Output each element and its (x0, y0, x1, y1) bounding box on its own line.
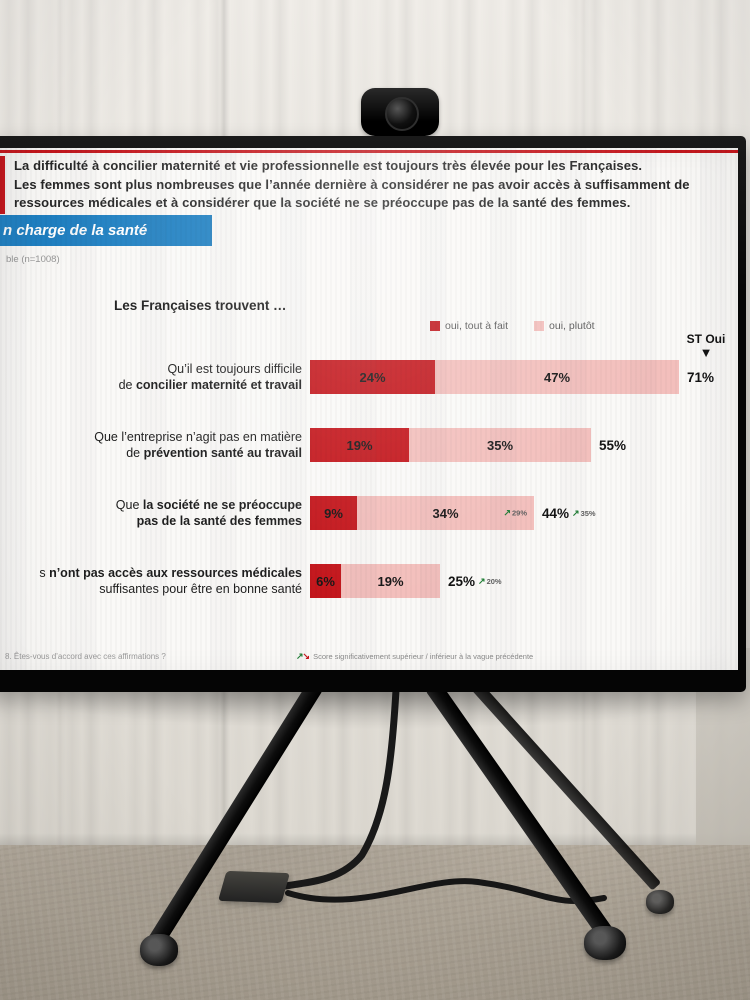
total-significance: ↗35% (572, 507, 596, 518)
legend-swatch-pink (534, 321, 545, 331)
caster-wheel-left (140, 934, 178, 966)
chart-legend: oui, tout à fait oui, plutôt (430, 320, 595, 332)
question-footnote: 8. Êtes-vous d’accord avec ces affirmati… (5, 652, 166, 661)
significance-legend: ↗↘ Score significativement supérieur / i… (296, 651, 533, 662)
chart-row-societe-sante-femmes: Que la société ne se préoccupe pas de la… (0, 479, 738, 547)
st-total-value: 25% ↗20% (448, 573, 502, 589)
chart-row-prevention-sante: Que l’entreprise n’agit pas en matière d… (0, 411, 738, 479)
bar-segment-oui-tout-a-fait: 19% (310, 428, 409, 462)
floor-cable-box (218, 870, 290, 904)
bar-segment-oui-plutot: 35% ↗ (409, 428, 591, 462)
legend-label-oui-plutot: oui, plutôt (549, 320, 595, 332)
segment-significance: ↗29% (503, 507, 527, 518)
curtain-hem-shadow (0, 833, 750, 847)
section-tab: n charge de la santé (0, 215, 212, 246)
slide-headline: La difficulté à concilier maternité et v… (0, 150, 738, 217)
chart-row-concilier-maternite: Qu’il est toujours difficile de concilie… (0, 343, 738, 411)
row-label: Qu’il est toujours difficile de concilie… (118, 362, 302, 392)
st-oui-label: ST Oui (686, 332, 726, 346)
bar-segment-oui-tout-a-fait: 24% (310, 360, 435, 394)
significance-up-arrow-icon: ↗ (503, 507, 511, 518)
chart-row-acces-ressources-medicales: s n’ont pas accès aux ressources médical… (0, 547, 738, 615)
total-significance: ↗20% (478, 575, 502, 586)
st-total-value: 44% ↗35% (542, 505, 596, 521)
bar-segment-oui-plutot: 34% ↗29% (357, 496, 534, 530)
bar-segment-oui-plutot: 47% ↗ (435, 360, 679, 394)
bar-segment-oui-plutot: 19% ↗ (341, 564, 440, 598)
significance-legend-text: Score significativement supérieur / infé… (313, 652, 534, 661)
bar-segment-oui-tout-a-fait: 6% (310, 564, 341, 598)
headline-line-1: La difficulté à concilier maternité et v… (14, 158, 643, 173)
significance-up-arrow-icon: ↗ (478, 575, 486, 586)
video-conference-camera (361, 88, 439, 136)
tv-cast-shadow (8, 690, 742, 730)
st-total-value: 55% ↗ (599, 437, 627, 453)
significance-up-arrow-icon: ↗ (572, 507, 580, 518)
bar-segment-oui-tout-a-fait: 9% (310, 496, 357, 530)
carpet-floor (0, 845, 750, 1000)
st-oui-marker-icon: ▼ (699, 345, 713, 360)
chart-title: Les Françaises trouvent … (114, 298, 287, 313)
camera-lens-icon (385, 97, 419, 131)
down-arrow-icon: ↘ (302, 651, 310, 661)
tv-display: La difficulté à concilier maternité et v… (0, 136, 746, 692)
legend-label-oui-tout-a-fait: oui, tout à fait (445, 320, 509, 332)
st-oui-header: ST Oui ▼ (680, 332, 732, 360)
headline-line-2: Les femmes sont plus nombreuses que l’an… (14, 176, 690, 192)
headline-line-3: ressources médicales et à considérer que… (14, 195, 631, 210)
row-label: Que la société ne se préoccupe pas de la… (115, 498, 302, 528)
sample-base-note: ble (n=1008) (6, 254, 60, 265)
slide-footnotes: 8. Êtes-vous d’accord avec ces affirmati… (0, 650, 738, 668)
caster-wheel-rear (646, 890, 674, 914)
caster-wheel-right (584, 926, 626, 960)
chart-rows: Qu’il est toujours difficile de concilie… (0, 343, 738, 615)
row-label: Que l’entreprise n’agit pas en matière d… (94, 430, 302, 460)
legend-swatch-dark-red (430, 321, 440, 331)
up-arrow-icon: ↗ (296, 651, 303, 661)
presentation-slide: La difficulté à concilier maternité et v… (0, 148, 738, 670)
row-label: s n’ont pas accès aux ressources médical… (39, 566, 302, 596)
st-total-value: 71% ↗ (687, 369, 715, 385)
